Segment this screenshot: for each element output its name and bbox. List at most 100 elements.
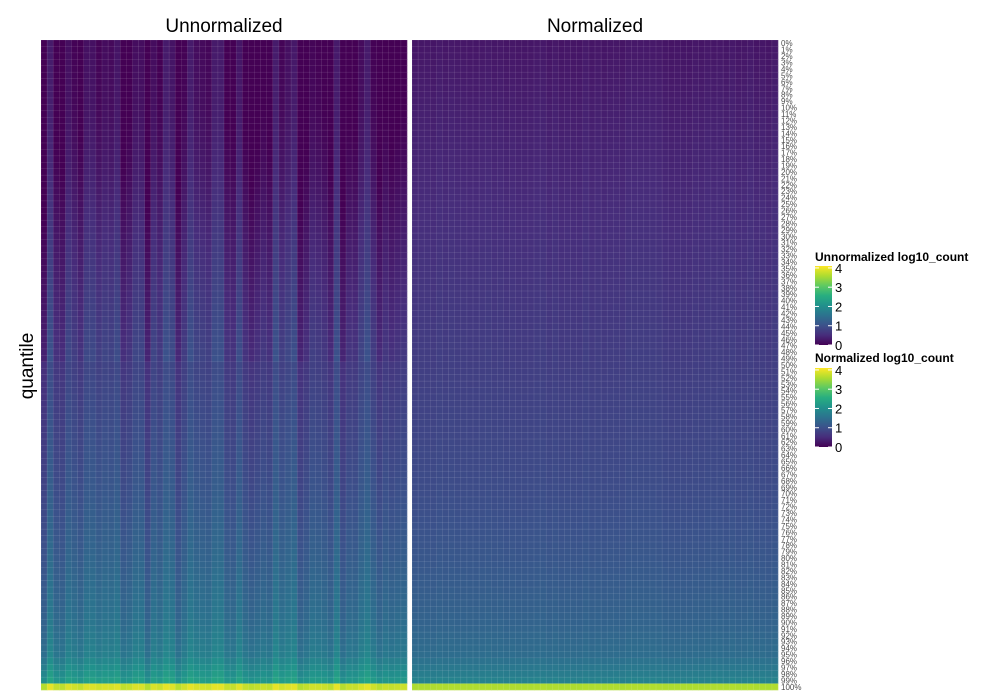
heatmap-cell: [126, 471, 133, 478]
heatmap-cell: [205, 522, 213, 530]
heatmap-cell: [59, 451, 66, 459]
heatmap-cell: [199, 445, 206, 453]
heatmap-cell: [266, 567, 274, 575]
heatmap-cell: [89, 258, 97, 266]
heatmap-cell: [230, 142, 237, 150]
heatmap-cell: [205, 46, 213, 54]
heatmap-cell: [163, 587, 170, 594]
heatmap-cell: [260, 310, 267, 318]
heatmap-cell: [224, 200, 231, 208]
heatmap-cell: [236, 580, 243, 588]
heatmap-cell: [169, 97, 176, 105]
heatmap-cell: [53, 400, 60, 408]
heatmap-cell: [126, 361, 133, 369]
heatmap-cell: [126, 284, 133, 292]
heatmap-cell: [327, 477, 335, 485]
heatmap-cell: [150, 535, 158, 543]
heatmap-cell: [187, 445, 194, 453]
heatmap-cell: [333, 374, 341, 382]
heatmap-cell: [150, 683, 158, 691]
heatmap-cell: [309, 97, 316, 105]
heatmap-cell: [224, 625, 231, 633]
heatmap-cell: [333, 606, 341, 614]
heatmap-cell: [315, 278, 322, 285]
heatmap-cell: [132, 97, 139, 105]
heatmap-cell: [285, 316, 292, 324]
heatmap-cell: [89, 419, 97, 427]
heatmap-cell: [211, 233, 219, 240]
heatmap-cell: [285, 567, 292, 575]
heatmap-cell: [230, 535, 237, 543]
heatmap-cell: [254, 188, 261, 195]
heatmap-cell: [242, 439, 249, 446]
heatmap-cell: [291, 548, 298, 556]
heatmap-cell: [321, 149, 328, 157]
heatmap-cell: [260, 374, 267, 382]
heatmap-cell: [303, 381, 310, 388]
heatmap-cell: [175, 91, 182, 99]
heatmap-cell: [120, 72, 127, 79]
heatmap-cell: [217, 110, 225, 118]
heatmap-cell: [224, 245, 231, 253]
heatmap-cell: [217, 393, 225, 401]
heatmap-cell: [242, 625, 249, 633]
heatmap-cell: [120, 471, 127, 478]
heatmap-cell: [59, 194, 66, 202]
heatmap-cell: [150, 471, 158, 478]
heatmap-cell: [230, 168, 237, 176]
heatmap-cell: [224, 490, 231, 498]
heatmap-cell: [53, 393, 60, 401]
heatmap-cell: [272, 200, 280, 208]
heatmap-cell: [83, 426, 91, 433]
heatmap-cell: [102, 451, 109, 459]
heatmap-cell: [303, 587, 310, 594]
heatmap-cell: [199, 323, 206, 330]
heatmap-cell: [285, 471, 292, 478]
heatmap-cell: [242, 548, 249, 556]
heatmap-cell: [41, 657, 48, 665]
heatmap-cell: [114, 516, 121, 523]
heatmap-cell: [41, 284, 48, 292]
heatmap-cell: [71, 342, 78, 350]
heatmap-cell: [41, 136, 48, 144]
heatmap-cell: [327, 336, 335, 343]
heatmap-cell: [169, 477, 176, 485]
heatmap-cell: [193, 387, 200, 395]
heatmap-cell: [89, 213, 97, 221]
heatmap-cell: [309, 638, 316, 646]
heatmap-cell: [41, 78, 48, 86]
heatmap-cell: [108, 651, 115, 659]
heatmap-cell: [132, 78, 139, 86]
heatmap-cell: [156, 374, 164, 382]
heatmap-cell: [297, 65, 304, 73]
heatmap-cell: [102, 52, 109, 60]
heatmap-cell: [217, 368, 225, 375]
heatmap-cell: [230, 188, 237, 195]
heatmap-cell: [224, 303, 231, 311]
heatmap-cell: [321, 381, 328, 388]
heatmap-cell: [205, 142, 213, 150]
heatmap-cell: [248, 529, 255, 536]
heatmap-cell: [59, 85, 66, 92]
heatmap-cell: [181, 104, 188, 112]
heatmap-cell: [254, 162, 261, 170]
heatmap-cell: [138, 239, 145, 247]
heatmap-cell: [41, 606, 48, 614]
heatmap-cell: [71, 484, 78, 491]
heatmap-cell: [53, 303, 60, 311]
heatmap-cell: [217, 580, 225, 588]
heatmap-cell: [217, 606, 225, 614]
heatmap-cell: [242, 374, 249, 382]
heatmap-cell: [114, 574, 121, 581]
heatmap-cell: [181, 503, 188, 511]
heatmap-cell: [303, 683, 310, 691]
heatmap-cell: [83, 458, 91, 466]
heatmap-cell: [291, 130, 298, 137]
heatmap-cell: [150, 393, 158, 401]
heatmap-cell: [224, 355, 231, 363]
heatmap-cell: [272, 97, 280, 105]
heatmap-cell: [303, 245, 310, 253]
heatmap-cell: [65, 471, 72, 478]
heatmap-cell: [303, 439, 310, 446]
heatmap-cell: [89, 323, 97, 330]
